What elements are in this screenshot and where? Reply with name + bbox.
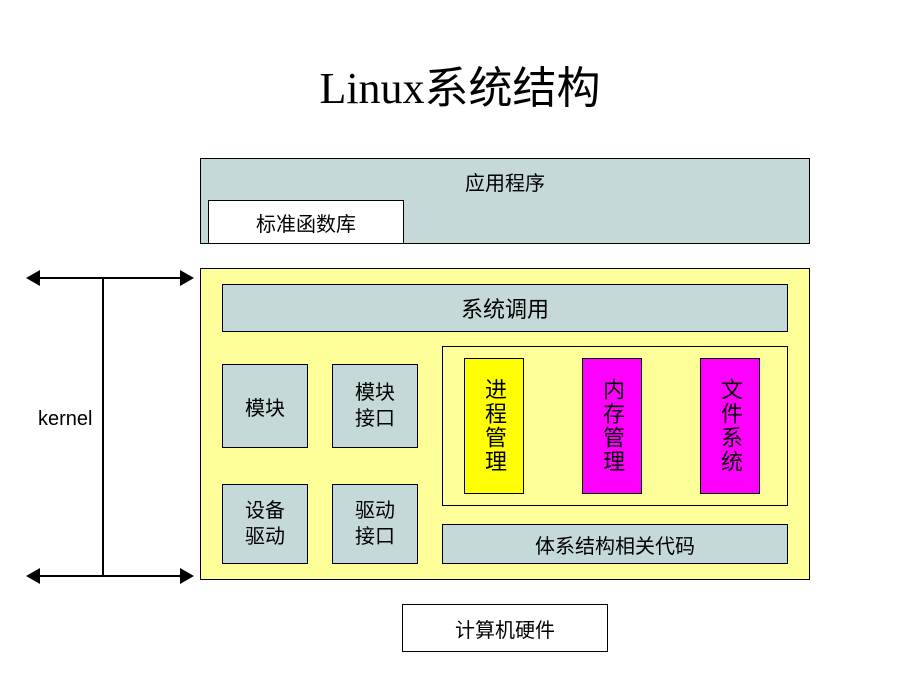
- bracket-bot-h: [40, 575, 180, 577]
- box-mem-mgmt: 内存管理: [582, 358, 642, 494]
- box-drv-if: 驱动 接口: [332, 484, 418, 564]
- arrow-top-right: [180, 270, 194, 286]
- label-devdrv: 设备 驱动: [245, 498, 285, 550]
- box-hardware: 计算机硬件: [402, 604, 608, 652]
- label-stdlib: 标准函数库: [256, 208, 356, 237]
- label-syscall: 系统调用: [461, 292, 549, 324]
- label-proc-mgmt: 进程管理: [478, 378, 510, 474]
- label-app: 应用程序: [465, 167, 545, 196]
- box-proc-mgmt: 进程管理: [464, 358, 524, 494]
- label-mod-if: 模块 接口: [355, 380, 395, 432]
- arrow-top-left: [26, 270, 40, 286]
- arrow-bot-left: [26, 568, 40, 584]
- box-syscall: 系统调用: [222, 284, 788, 332]
- label-module: 模块: [245, 392, 285, 421]
- label-file-sys: 文件系统: [714, 378, 746, 474]
- diagram-title: Linux系统结构: [230, 52, 690, 116]
- box-devdrv: 设备 驱动: [222, 484, 308, 564]
- bracket-vline: [102, 278, 104, 576]
- label-mem-mgmt: 内存管理: [596, 378, 628, 474]
- label-hardware: 计算机硬件: [455, 614, 555, 643]
- box-arch-code: 体系结构相关代码: [442, 524, 788, 564]
- box-mod-if: 模块 接口: [332, 364, 418, 448]
- bracket-top-h: [40, 277, 180, 279]
- box-stdlib: 标准函数库: [208, 200, 404, 244]
- arrow-bot-right: [180, 568, 194, 584]
- label-drv-if: 驱动 接口: [355, 498, 395, 550]
- kernel-label: kernel: [38, 408, 92, 431]
- label-arch-code: 体系结构相关代码: [535, 530, 695, 559]
- box-file-sys: 文件系统: [700, 358, 760, 494]
- box-module: 模块: [222, 364, 308, 448]
